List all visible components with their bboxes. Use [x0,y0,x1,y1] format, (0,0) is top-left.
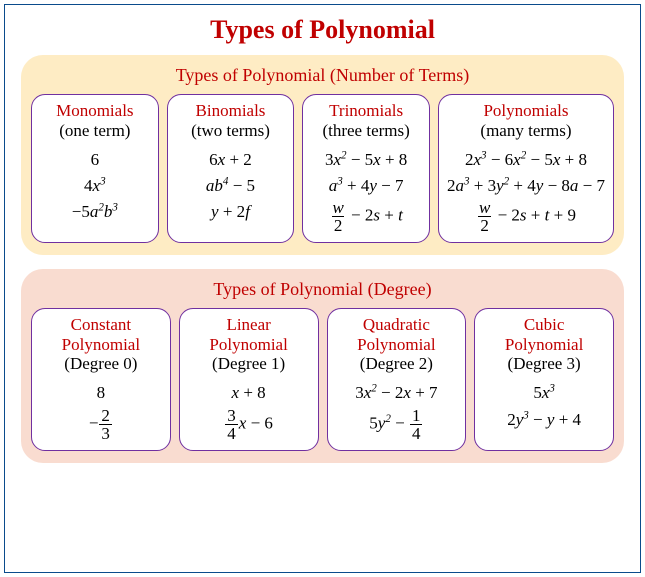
section-terms: Types of Polynomial (Number of Terms) Mon… [21,55,624,255]
card: Polynomials(many terms) 2x3 − 6x2 − 5x + … [438,94,614,243]
cards-row: Monomials(one term)64x3−5a2b3Binomials(t… [31,94,614,243]
example: a3 + 4y − 7 [329,173,404,199]
card-title: LinearPolynomial [209,315,287,354]
example: 8 [97,380,106,406]
card-subtitle: (Degree 2) [360,354,433,374]
section-degree: Types of Polynomial (Degree) ConstantPoly… [21,269,624,462]
example: w2 − 2s + t + 9 [476,199,576,234]
example: 34x − 6 [224,407,273,442]
example: 6 [91,147,100,173]
card-title: CubicPolynomial [505,315,583,354]
outer-frame: Types of Polynomial Types of Polynomial … [4,4,641,573]
example: x + 8 [232,380,266,406]
card-title: Monomials [56,101,133,121]
example: w2 − 2s + t [329,199,402,234]
card-subtitle: (many terms) [480,121,571,141]
card-subtitle: (two terms) [191,121,270,141]
card-subtitle: (Degree 1) [212,354,285,374]
card: CubicPolynomial(Degree 3) 5x32y3 − y + 4 [474,308,614,450]
example: 5y2 − 14 [369,407,423,442]
card-subtitle: (Degree 3) [508,354,581,374]
card-subtitle: (three terms) [322,121,409,141]
card: ConstantPolynomial(Degree 0) 8−23 [31,308,171,450]
card-title: ConstantPolynomial [62,315,140,354]
example: −23 [89,407,113,442]
main-title: Types of Polynomial [210,15,435,45]
example: y + 2f [211,199,250,225]
card: Binomials(two terms) 6x + 2ab4 − 5y + 2f [167,94,295,243]
card-title: Polynomials [483,101,568,121]
example: 2x3 − 6x2 − 5x + 8 [465,147,587,173]
example: 6x + 2 [209,147,252,173]
sections-container: Types of Polynomial (Number of Terms) Mon… [21,55,624,463]
example: 2y3 − y + 4 [507,407,581,433]
card-subtitle: (Degree 0) [64,354,137,374]
card: LinearPolynomial(Degree 1) x + 834x − 6 [179,308,319,450]
example: 3x2 − 2x + 7 [355,380,437,406]
card-title: Binomials [196,101,266,121]
example: 3x2 − 5x + 8 [325,147,407,173]
example: −5a2b3 [72,199,118,225]
card-subtitle: (one term) [59,121,130,141]
example: ab4 − 5 [206,173,255,199]
card: QuadraticPolynomial(Degree 2) 3x2 − 2x + … [327,308,467,450]
card-title: Trinomials [329,101,403,121]
card-title: QuadraticPolynomial [357,315,435,354]
section-title-degree: Types of Polynomial (Degree) [213,279,431,300]
card: Trinomials(three terms) 3x2 − 5x + 8a3 + … [302,94,430,243]
example: 2a3 + 3y2 + 4y − 8a − 7 [447,173,605,199]
section-title-terms: Types of Polynomial (Number of Terms) [176,65,470,86]
cards-row: ConstantPolynomial(Degree 0) 8−23 LinearPo… [31,308,614,450]
example: 5x3 [533,380,555,406]
example: 4x3 [84,173,106,199]
card: Monomials(one term) 64x3−5a2b3 [31,94,159,243]
